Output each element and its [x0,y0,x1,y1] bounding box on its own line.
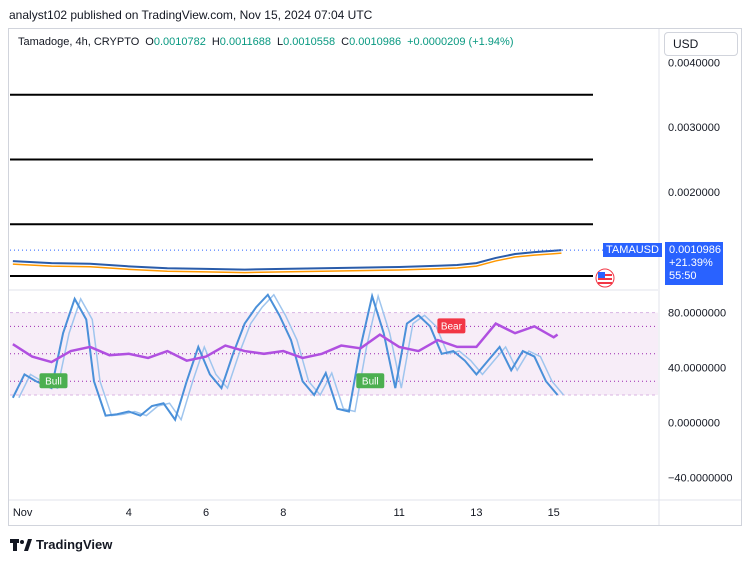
footer-brand-label: TradingView [36,537,113,552]
osc-y-tick: 80.0000000 [668,308,726,320]
close-value: C0.0010986 [341,36,402,48]
y-axis-osc: 80.0000000 40.0000000 0.0000000 −40.0000000 [668,308,733,485]
price-line [12,249,562,271]
osc-y-tick: 40.0000000 [668,363,726,375]
footer-brand[interactable]: TradingView [10,537,112,552]
bear-badge-label: Bear [441,321,463,332]
low-value: L0.0010558 [276,36,336,48]
symbol-legend: Tamadoge, 4h, CRYPTO O0.0010782 H0.00116… [18,36,513,48]
oscillator-panel: Bull Bull Bear [10,292,658,422]
x-tick-label: 15 [548,507,560,519]
bear-badge [437,318,466,334]
y-axis-price: 0.0040000 0.0030000 0.0020000 [668,57,720,199]
change-value: +0.0000209 (+1.94%) [407,36,514,48]
ticker-tag: TAMAUSD [603,243,662,257]
high-value: H0.0011688 [211,36,271,48]
open-value: O0.0010782 [145,36,206,48]
flag-icon [595,268,615,288]
price-y-tick: 0.0040000 [668,57,720,69]
price-y-tick: 0.0020000 [668,187,720,199]
price-y-tick: 0.0030000 [668,122,720,134]
rsi-line [12,322,559,364]
currency-button[interactable]: USD [664,32,738,56]
stoch-d-line [18,293,565,422]
tradingview-logo-icon [10,538,32,551]
x-tick-label: 6 [203,507,209,519]
bull-badge [356,373,385,389]
ema-line [12,252,562,274]
symbol-name[interactable]: Tamadoge, 4h, CRYPTO [18,36,140,48]
price-tag-change: +21.39% [669,257,713,269]
bull-badge-label: Bull [362,376,379,387]
x-tick-label: 4 [126,507,132,519]
price-panel [10,93,658,278]
price-tag: 0.0010986 +21.39% 55:50 [665,242,723,285]
chart-frame [8,28,742,526]
x-tick-label: 11 [393,507,404,519]
published-header: analyst102 published on TradingView.com,… [9,8,373,22]
bull-badge-label: Bull [45,376,62,387]
x-tick-label: 8 [280,507,286,519]
osc-y-tick: −40.0000000 [668,472,733,484]
stoch-k-line [11,292,559,422]
x-tick-label: 13 [470,507,482,519]
x-axis: Nov 4 6 8 11 13 15 [13,507,560,519]
x-tick-label: Nov [13,507,33,519]
price-tag-price: 0.0010986 [669,244,721,256]
price-tag-countdown: 55:50 [669,270,697,282]
osc-y-tick: 0.0000000 [668,417,720,429]
bull-badge [39,373,68,389]
